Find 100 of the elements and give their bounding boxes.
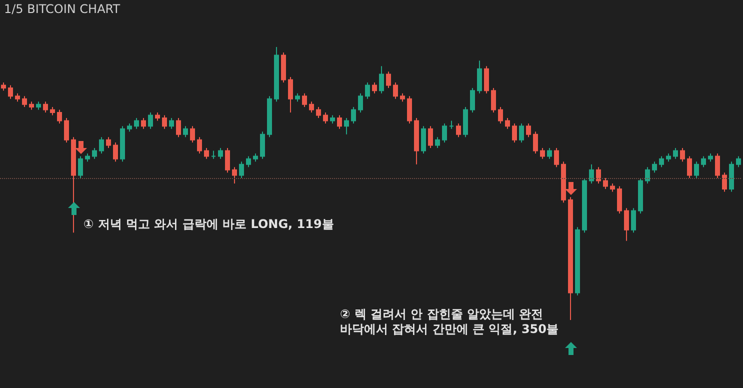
candlestick (176, 117, 181, 138)
candlestick (106, 136, 111, 149)
candlestick (22, 96, 27, 108)
candlestick (120, 126, 125, 162)
candlestick (1, 82, 6, 92)
candlestick (624, 208, 629, 242)
candlestick (659, 156, 664, 168)
candlestick (421, 126, 426, 154)
candlestick (505, 117, 510, 130)
candlestick (386, 71, 391, 88)
candlestick (407, 96, 412, 124)
candlestick (736, 156, 741, 168)
candlestick (169, 117, 174, 130)
candlestick (15, 92, 20, 102)
candlestick (127, 122, 132, 132)
candlestick (309, 101, 314, 114)
chart-title: 1/5 BITCOIN CHART (4, 2, 120, 16)
candlestick (183, 126, 188, 138)
candlestick (155, 112, 160, 122)
candlestick (372, 82, 377, 94)
candlestick (701, 156, 706, 168)
candlestick (260, 131, 265, 160)
candlestick (456, 122, 461, 138)
candlestick (99, 136, 104, 154)
candlestick (400, 92, 405, 102)
candlestick (92, 148, 97, 160)
candlestick (442, 122, 447, 144)
candlestick (491, 87, 496, 114)
candlestick (617, 186, 622, 214)
candlestick (631, 208, 636, 234)
candlestick (414, 117, 419, 165)
candlestick (267, 96, 272, 138)
candlestick (687, 156, 692, 179)
candlestick (540, 148, 545, 160)
candlestick (526, 122, 531, 138)
candlestick (484, 66, 489, 94)
candlestick (204, 148, 209, 160)
candlestick (225, 148, 230, 174)
candlestick (162, 114, 167, 130)
candlestick (330, 114, 335, 124)
candlestick (134, 117, 139, 130)
candlestick (218, 148, 223, 160)
candlestick (141, 117, 146, 130)
candlestick (316, 106, 321, 118)
candlestick (568, 196, 573, 320)
candlestick (71, 136, 76, 234)
candlestick (673, 148, 678, 160)
candlestick (246, 156, 251, 168)
candlestick (211, 150, 216, 160)
candlestick (498, 106, 503, 124)
candlestick (337, 114, 342, 130)
candlestick (435, 136, 440, 149)
candlestick (715, 152, 720, 179)
candlestick (680, 148, 685, 162)
candlestick (603, 178, 608, 190)
candlestick (645, 166, 650, 184)
candlestick (29, 101, 34, 110)
candlestick (589, 164, 594, 184)
candlestick (708, 152, 713, 162)
candlestick (36, 101, 41, 110)
candlestick (57, 109, 62, 124)
candlestick (554, 148, 559, 168)
annotation: ② 렉 걸려서 안 잡힌줄 알았는데 완전 바닥에서 잡혀서 간만에 큰 익절, 350불 (340, 307, 558, 337)
candlestick (197, 136, 202, 154)
candlestick (449, 120, 454, 130)
candlestick (302, 92, 307, 108)
candlestick (652, 161, 657, 174)
candlestick (694, 161, 699, 179)
candlestick (365, 82, 370, 100)
candlestick (64, 117, 69, 144)
candlestick (43, 101, 48, 114)
candlestick (575, 226, 580, 296)
candlestick (232, 166, 237, 184)
candlestick (722, 172, 727, 192)
candlestick (561, 161, 566, 204)
candlestick (379, 66, 384, 94)
candlestick (666, 152, 671, 162)
candlestick (85, 152, 90, 162)
candlestick (463, 106, 468, 138)
candlestick (239, 161, 244, 179)
candlestick (610, 183, 615, 192)
candlestick (358, 92, 363, 114)
candlestick (190, 126, 195, 144)
candlestick (351, 106, 356, 124)
candlestick (582, 178, 587, 234)
candlestick (470, 87, 475, 114)
candlestick (323, 112, 328, 124)
candlestick (729, 161, 734, 192)
candlestick (477, 60, 482, 94)
candlestick (638, 178, 643, 214)
candlestick (274, 46, 279, 102)
candlestick (533, 131, 538, 154)
candlestick (428, 126, 433, 149)
candlestick (519, 122, 524, 144)
candlestick (288, 76, 293, 114)
candlestick (393, 82, 398, 100)
candlestick (344, 117, 349, 135)
annotation: ① 저녁 먹고 와서 급락에 바로 LONG, 119불 (84, 216, 334, 232)
candlestick (148, 112, 153, 130)
candlestick (295, 92, 300, 102)
